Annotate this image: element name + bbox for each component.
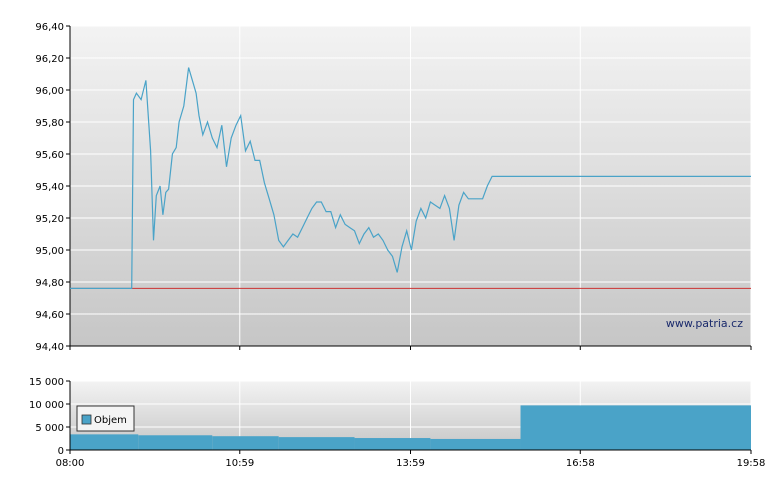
price-tick-label: 95,00 (35, 246, 64, 257)
volume-tick-label: 0 (58, 446, 64, 457)
price-tick-label: 95,20 (35, 214, 64, 225)
price-tick-label: 94,80 (35, 278, 64, 289)
price-tick-label: 96,00 (35, 86, 64, 97)
price-tick-label: 94,40 (35, 342, 64, 353)
price-panel: 94,40 94,60 94,80 95,00 95,20 95,40 95,60 95,80… (35, 22, 752, 353)
price-tick-label: 95,60 (35, 150, 64, 161)
price-y-axis: 94,40 94,60 94,80 95,00 95,20 95,40 95,60 95,80… (35, 22, 752, 353)
volume-bar (278, 437, 355, 450)
legend-label: Objem (94, 415, 127, 426)
volume-bars (70, 405, 751, 450)
volume-bar (138, 435, 213, 450)
volume-bar (520, 405, 751, 450)
volume-tick-label: 10 000 (29, 400, 64, 411)
price-grid (69, 25, 752, 347)
time-tick-label: 08:00 (56, 458, 85, 469)
time-tick-label: 13:59 (396, 458, 425, 469)
price-series-line (70, 67, 751, 289)
legend: Objem (76, 405, 135, 432)
time-x-axis: 08:00 10:59 13:59 16:58 19:58 (56, 450, 766, 469)
volume-tick-label: 5 000 (35, 423, 64, 434)
volume-panel: 0 5 000 10 000 15 000 08:00 10:59 13:59 16:58 1… (29, 377, 765, 469)
price-tick-label: 94,60 (35, 310, 64, 321)
price-tick-label: 96,40 (35, 22, 64, 33)
price-tick-label: 96,20 (35, 54, 64, 65)
watermark: www.patria.cz (666, 317, 743, 330)
time-tick-label: 19:58 (737, 458, 766, 469)
volume-bar (212, 436, 279, 450)
time-tick-label: 10:59 (225, 458, 254, 469)
volume-bar (354, 438, 431, 450)
volume-bar (70, 434, 139, 450)
volume-tick-label: 15 000 (29, 377, 64, 388)
price-tick-label: 95,80 (35, 118, 64, 129)
legend-swatch (81, 414, 92, 425)
volume-bar (430, 438, 521, 450)
price-tick-label: 95,40 (35, 182, 64, 193)
time-tick-label: 16:58 (566, 458, 595, 469)
